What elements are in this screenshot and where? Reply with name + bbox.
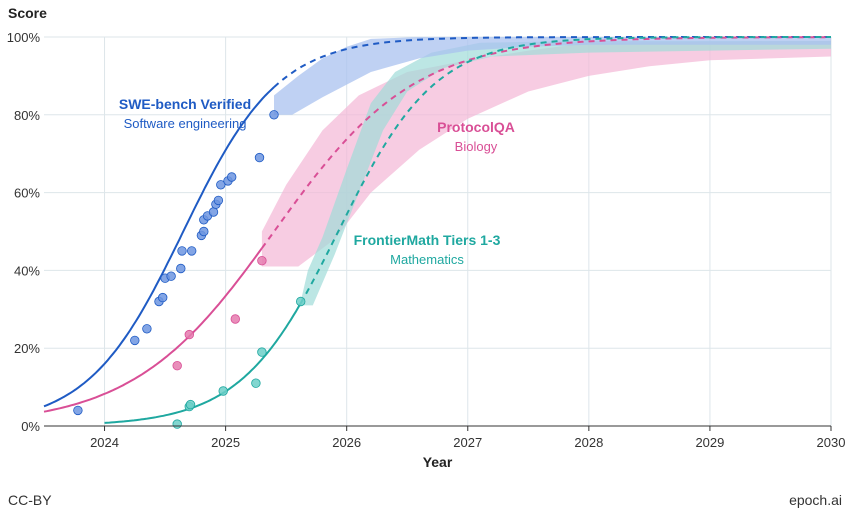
data-point xyxy=(166,271,176,281)
trend-line xyxy=(43,247,263,413)
source-label: epoch.ai xyxy=(789,492,842,508)
data-point xyxy=(251,378,261,388)
data-point xyxy=(185,399,196,410)
x-tick-label: 2024 xyxy=(90,435,119,450)
data-point xyxy=(186,246,197,256)
data-point xyxy=(130,335,140,346)
data-point xyxy=(269,110,279,120)
data-point xyxy=(213,195,224,206)
x-tick-label: 2030 xyxy=(817,435,846,450)
projection-line xyxy=(299,36,831,304)
data-point xyxy=(142,324,152,334)
data-point xyxy=(208,207,219,217)
y-tick-label: 40% xyxy=(14,263,40,278)
trend-lines xyxy=(43,36,832,424)
y-tick-label: 100% xyxy=(7,30,41,45)
data-point xyxy=(218,386,228,396)
x-tick-label: 2026 xyxy=(332,435,361,450)
series-name-label: FrontierMath Tiers 1-3 xyxy=(354,232,501,248)
chart: 0% 20% 40% 60% 80% 100% 2024 2025 2026 2027 2028 20… xyxy=(7,5,846,470)
y-tick-label: 0% xyxy=(21,419,40,434)
x-tick-label: 2028 xyxy=(574,435,603,450)
data-point xyxy=(257,256,267,266)
projection-band xyxy=(274,37,831,115)
x-axis-title: Year xyxy=(423,454,453,470)
data-point xyxy=(184,329,195,340)
projection-bands xyxy=(261,37,831,306)
data-point xyxy=(172,361,182,371)
data-point xyxy=(172,419,182,429)
series-subtitle-label: Software engineering xyxy=(124,116,247,131)
projection-line xyxy=(273,36,831,88)
x-tick-label: 2025 xyxy=(211,435,240,450)
data-point xyxy=(177,246,187,256)
series-labels: SWE-bench Verified Software engineering Pr… xyxy=(119,96,515,267)
trend-line xyxy=(104,302,302,424)
x-tick-label: 2027 xyxy=(453,435,482,450)
projection-band xyxy=(261,40,831,267)
data-point xyxy=(216,180,226,190)
data-point xyxy=(176,263,186,274)
data-point xyxy=(254,152,265,163)
projection-line xyxy=(261,36,832,249)
data-points xyxy=(73,110,306,429)
series-name-label: SWE-bench Verified xyxy=(119,96,251,112)
y-tick-label: 60% xyxy=(14,186,40,201)
data-point xyxy=(199,226,209,237)
data-point xyxy=(226,172,237,182)
license-label: CC-BY xyxy=(8,492,52,508)
series-name-label: ProtocolQA xyxy=(437,119,515,135)
data-point xyxy=(257,347,267,357)
y-tick-label: 20% xyxy=(14,341,40,356)
series-subtitle-label: Biology xyxy=(455,139,498,154)
data-point xyxy=(157,292,168,303)
y-tick-label: 80% xyxy=(14,108,40,123)
axes: 0% 20% 40% 60% 80% 100% 2024 2025 2026 2027 2028 20… xyxy=(7,5,846,470)
trend-line xyxy=(43,86,275,408)
data-point xyxy=(73,405,83,416)
data-point xyxy=(230,314,241,324)
y-axis-title: Score xyxy=(8,5,47,21)
series-subtitle-label: Mathematics xyxy=(390,252,464,267)
data-point xyxy=(296,296,306,307)
x-tick-label: 2029 xyxy=(695,435,724,450)
